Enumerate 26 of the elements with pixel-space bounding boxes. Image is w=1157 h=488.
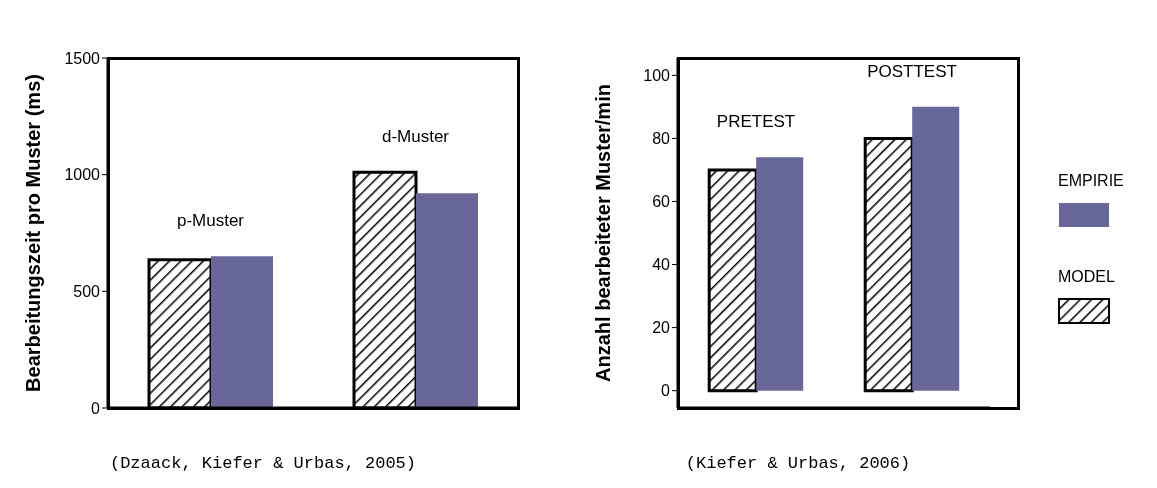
x-tick-label: POSTTEST — [867, 61, 957, 81]
x-tick-label: p-Muster — [176, 211, 245, 231]
text: (Dzaack, Kiefer & Urbas, 2005) — [108, 454, 418, 473]
y-tick-label: 1500 — [64, 49, 101, 67]
y-tick-label: 20 — [652, 319, 671, 337]
y-tick-label: 500 — [73, 283, 101, 301]
y-tick-label: 100 — [643, 67, 671, 85]
x-tick-label: PRETEST — [716, 112, 796, 132]
text: EMPIRIE — [1058, 172, 1125, 190]
y-axis-title: Anzahl bearbeiteter Muster/min — [592, 84, 615, 382]
bar — [912, 106, 960, 391]
x-tick-label: d-Muster — [381, 127, 450, 147]
y-tick-label: 0 — [91, 399, 101, 417]
y-tick-label: 1000 — [64, 166, 101, 184]
text: (Kiefer & Urbas, 2006) — [684, 454, 912, 473]
y-tick-label: 60 — [652, 193, 671, 211]
text: MODEL — [1058, 268, 1116, 286]
bar — [211, 256, 273, 408]
bar — [416, 193, 478, 408]
y-tick-label: 80 — [652, 130, 671, 148]
y-tick-label: 0 — [661, 382, 671, 400]
y-tick-label: 40 — [652, 256, 671, 274]
y-axis-title: Bearbeitungszeit pro Muster (ms) — [22, 74, 45, 392]
bar — [756, 157, 804, 391]
bar — [707, 168, 758, 393]
bar — [863, 136, 914, 393]
